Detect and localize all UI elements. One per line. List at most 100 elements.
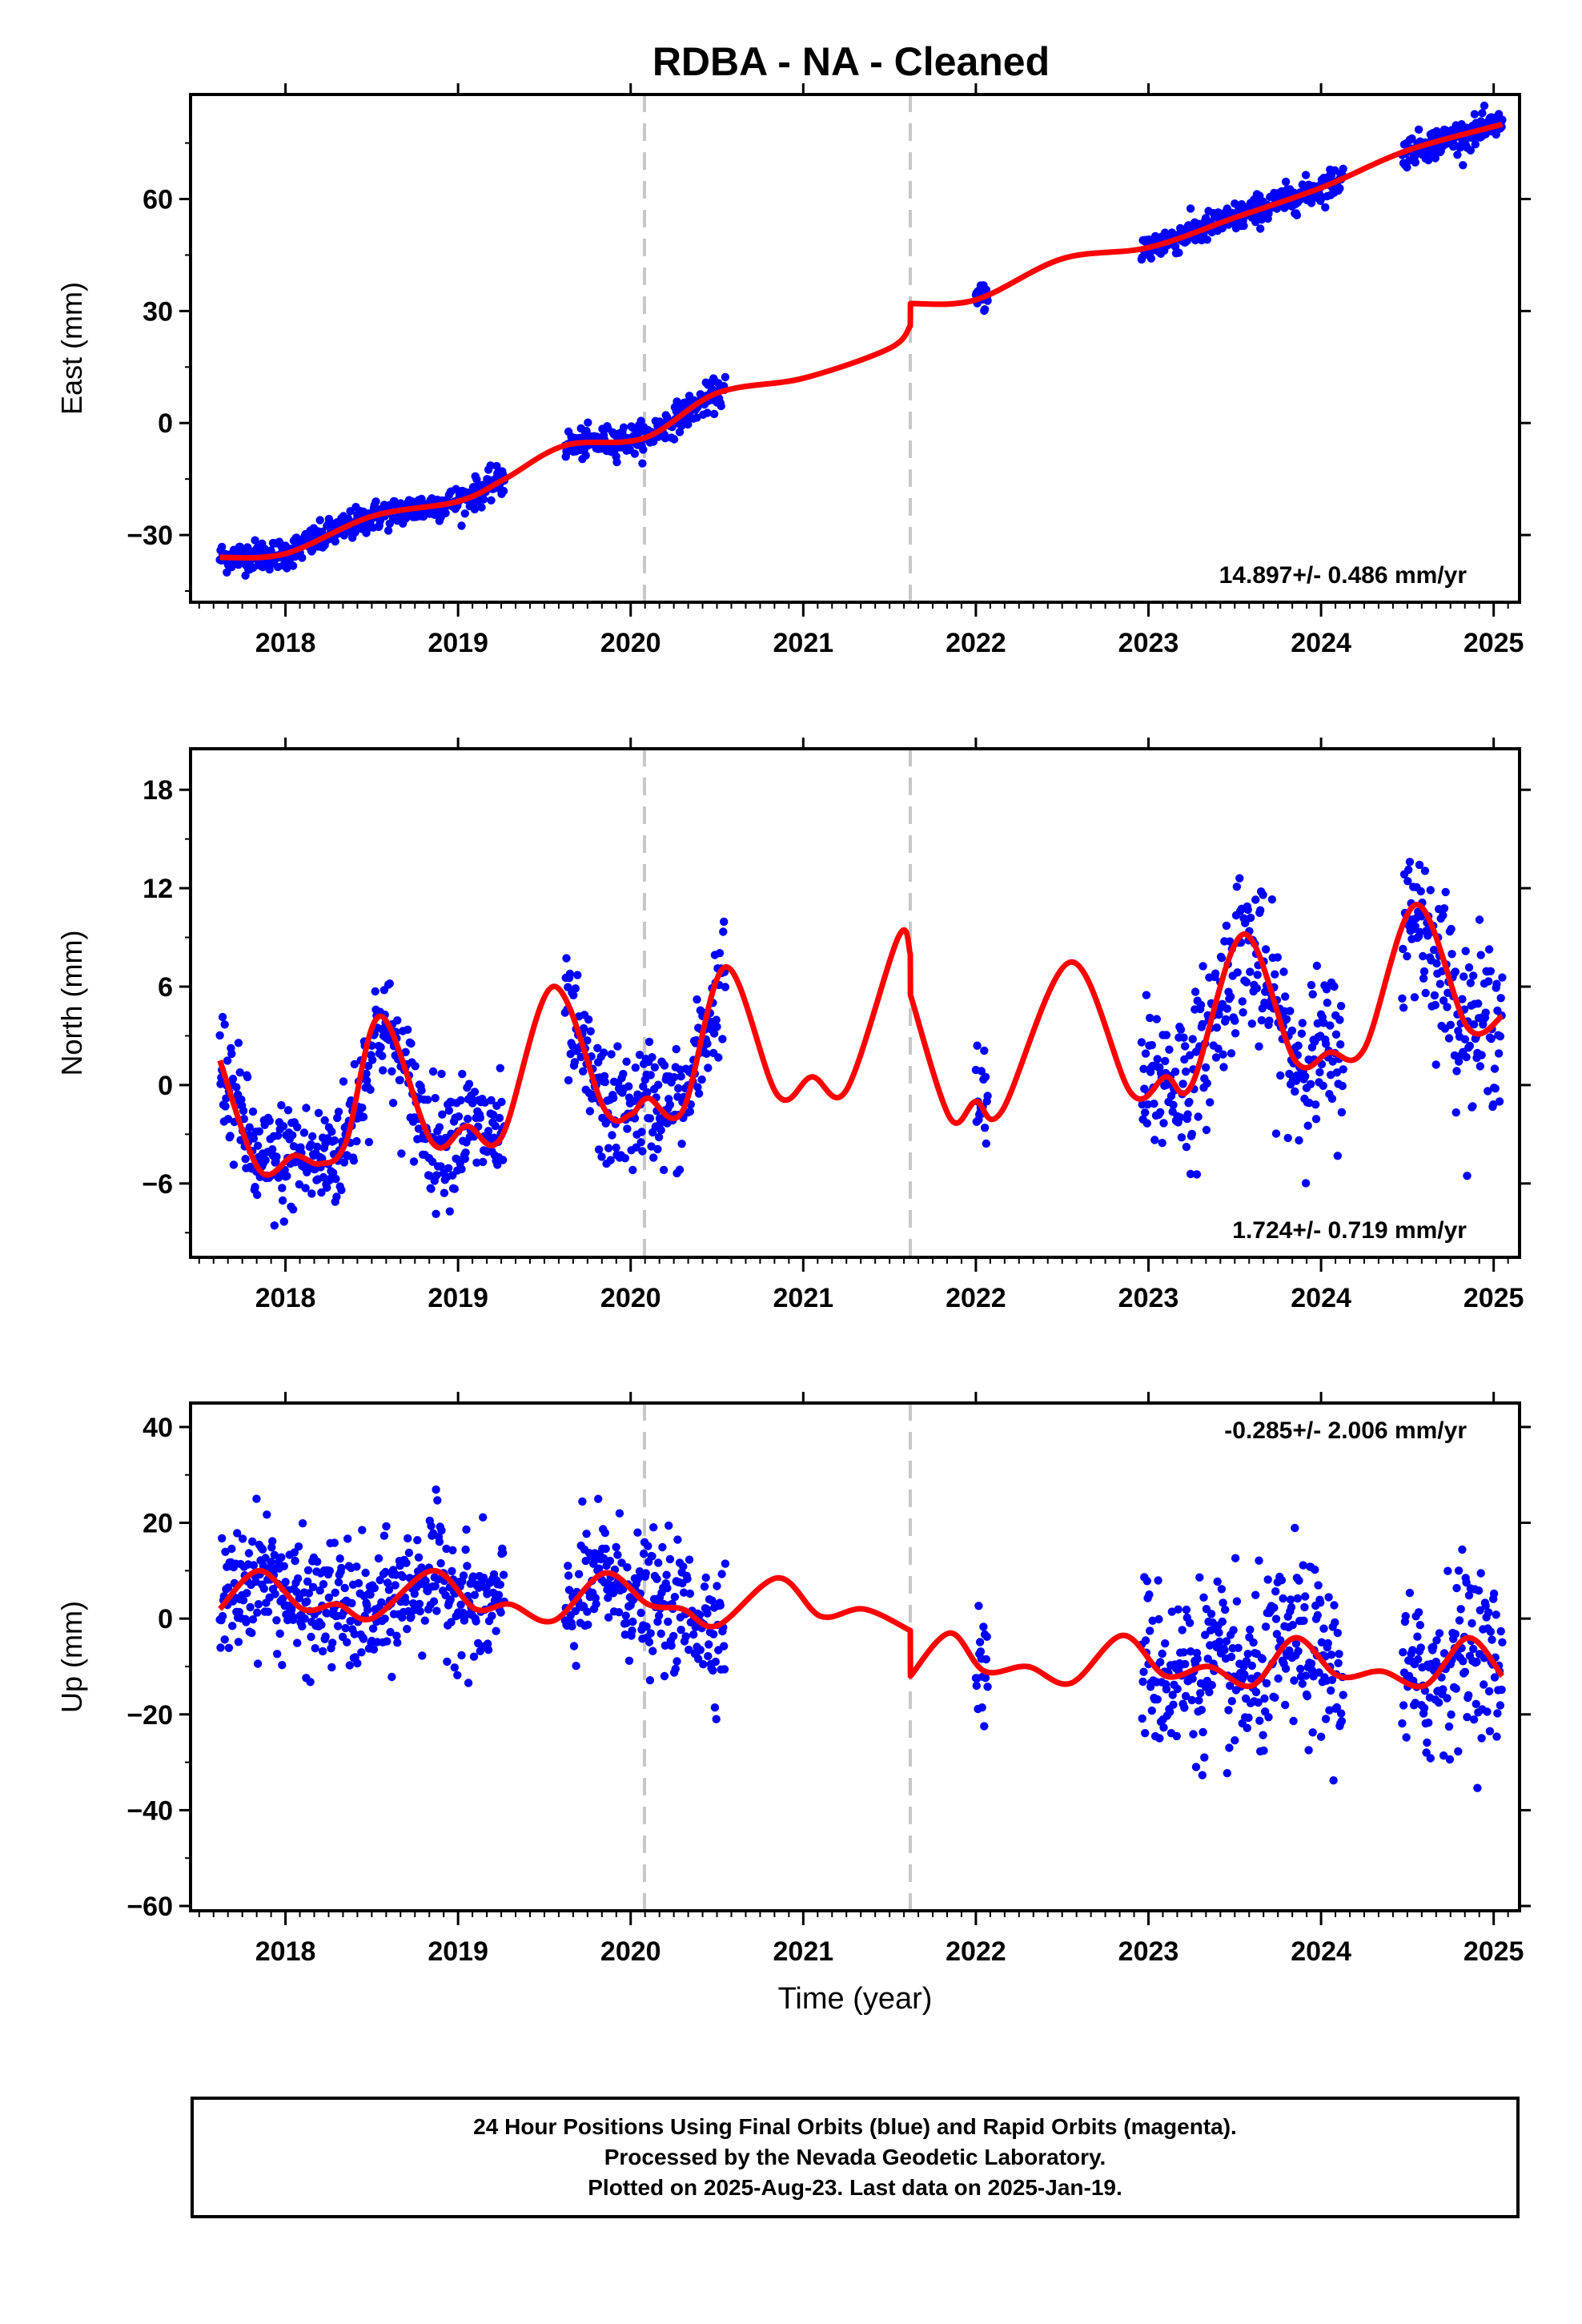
data-point: [386, 1627, 395, 1637]
data-point: [357, 1648, 366, 1657]
data-point: [436, 1558, 445, 1568]
data-point: [1146, 1626, 1154, 1635]
data-point: [464, 1080, 474, 1088]
data-point: [1199, 1727, 1207, 1737]
data-point: [1312, 961, 1322, 971]
data-point: [1476, 1569, 1485, 1578]
data-point: [648, 1053, 656, 1062]
data-point: [1478, 109, 1487, 118]
data-point: [302, 1104, 311, 1112]
data-point: [1331, 1618, 1339, 1627]
caption-line-2: Processed by the Nevada Geodetic Laborat…: [604, 2145, 1106, 2169]
data-point: [1307, 1659, 1316, 1668]
data-point: [1402, 1733, 1411, 1742]
data-point: [411, 1062, 420, 1071]
data-point: [1243, 1723, 1252, 1732]
data-point: [1165, 1045, 1174, 1054]
data-point: [1439, 904, 1449, 913]
data-point: [277, 1553, 286, 1562]
data-point: [1321, 1039, 1331, 1048]
data-point: [1283, 1133, 1292, 1143]
data-point: [1414, 125, 1423, 134]
data-point: [404, 1025, 412, 1035]
data-point: [624, 1082, 633, 1091]
data-point: [1244, 1713, 1253, 1723]
data-point: [591, 1594, 600, 1602]
data-point: [491, 1121, 500, 1131]
data-point: [664, 1617, 673, 1626]
data-point: [218, 1534, 227, 1543]
data-point: [496, 1063, 504, 1073]
data-point: [1158, 1649, 1166, 1659]
data-point: [313, 1557, 322, 1566]
data-point: [331, 537, 339, 546]
data-point: [248, 1537, 257, 1546]
y-tick-label-east: −30: [126, 521, 173, 551]
data-point: [1429, 1642, 1438, 1651]
data-point: [301, 1184, 310, 1192]
data-point: [299, 1128, 309, 1137]
y-axis-label-up: Up (mm): [55, 1601, 88, 1713]
data-point: [665, 1554, 675, 1564]
data-point: [1469, 971, 1478, 980]
data-point: [623, 1563, 632, 1572]
data-point: [584, 1015, 593, 1024]
data-point: [1315, 1668, 1323, 1677]
data-point: [221, 1547, 230, 1557]
data-point: [492, 1626, 500, 1635]
data-point: [1187, 1695, 1197, 1705]
data-point: [306, 1678, 315, 1687]
data-point: [1313, 1019, 1323, 1028]
x-tick-label-up: 2021: [773, 1936, 834, 1967]
data-point: [1264, 1713, 1273, 1722]
data-point: [424, 1096, 432, 1104]
data-point: [612, 1542, 620, 1552]
x-tick-label-north: 2018: [255, 1283, 316, 1313]
data-point: [1327, 1094, 1337, 1104]
data-point: [1466, 146, 1476, 155]
data-point: [1251, 895, 1260, 904]
data-point: [1226, 937, 1235, 946]
data-point: [221, 1102, 230, 1111]
data-point: [470, 505, 480, 514]
data-point: [980, 1722, 989, 1731]
data-point: [1198, 1019, 1207, 1029]
y-tick-label-up: 40: [143, 1413, 173, 1443]
data-point: [263, 1607, 273, 1616]
data-point: [457, 1651, 466, 1660]
data-point: [1403, 877, 1412, 886]
caption-line-3: Plotted on 2025-Aug-23. Last data on 202…: [588, 2175, 1122, 2200]
data-point: [393, 1016, 402, 1025]
data-point: [339, 1077, 348, 1086]
data-point: [392, 1631, 401, 1640]
data-point: [332, 1192, 341, 1201]
data-point: [1181, 1042, 1190, 1051]
data-point: [234, 1638, 243, 1647]
data-point: [479, 495, 488, 504]
data-point: [1217, 1585, 1227, 1594]
data-point: [293, 1638, 302, 1647]
data-point: [429, 1597, 439, 1606]
data-point: [564, 1586, 574, 1594]
data-point: [1181, 1659, 1190, 1669]
data-point: [252, 1494, 261, 1503]
data-point: [295, 1594, 303, 1602]
data-point: [331, 1588, 339, 1598]
data-point: [1468, 1102, 1477, 1111]
data-point: [614, 1608, 624, 1617]
data-point: [1331, 1030, 1341, 1039]
data-point: [1335, 1015, 1344, 1024]
data-point: [1498, 973, 1507, 982]
data-point: [654, 1611, 664, 1620]
data-point: [1185, 1097, 1194, 1107]
data-point: [220, 1635, 229, 1644]
data-point: [689, 1630, 698, 1639]
data-point: [1183, 1110, 1192, 1119]
data-point: [1399, 1648, 1407, 1657]
data-point: [228, 1075, 238, 1084]
data-point: [1338, 1081, 1347, 1091]
data-point: [1196, 1689, 1205, 1698]
data-point: [1222, 921, 1231, 931]
data-point: [1403, 951, 1411, 961]
data-point: [1286, 1007, 1295, 1015]
